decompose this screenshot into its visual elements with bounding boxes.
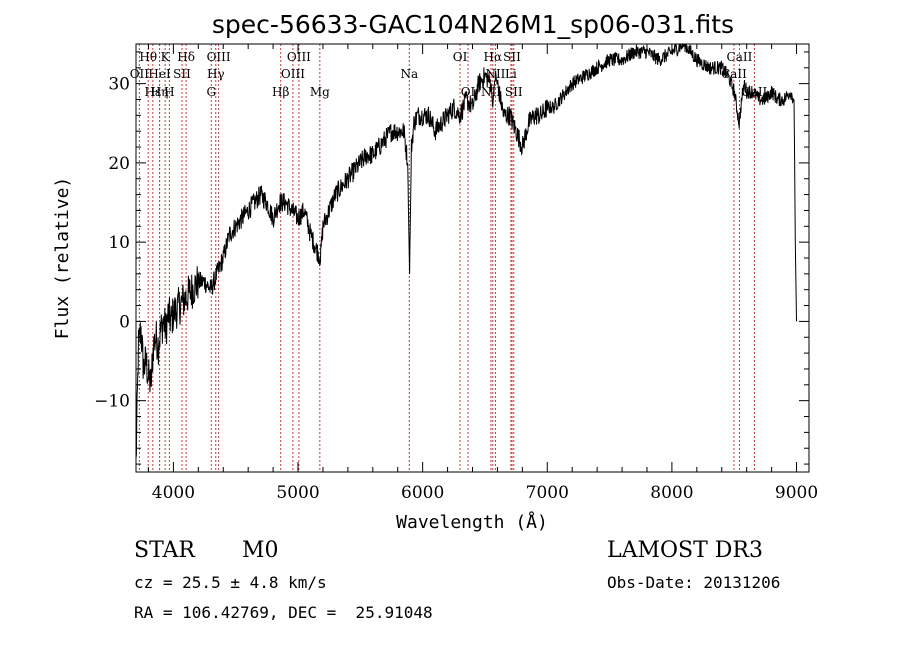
spectral-line-label: Hα bbox=[484, 50, 503, 64]
x-tick-label: 5000 bbox=[276, 483, 319, 503]
axis-ticks: 4000 5000 6000 7000 8000 9000 −10 0 10 20 30 bbox=[94, 44, 818, 503]
y-tick-label: 30 bbox=[108, 75, 130, 95]
spectral-line-label: HeI bbox=[148, 67, 171, 81]
x-tick-label: 4000 bbox=[152, 483, 195, 503]
observation-date: Obs-Date: 20131206 bbox=[607, 573, 781, 592]
y-tick-label: 20 bbox=[108, 154, 130, 174]
spectral-line-label: OI bbox=[461, 85, 476, 99]
spectral-line-label: G bbox=[206, 85, 216, 99]
spectral-line-label: Hδ bbox=[177, 50, 195, 64]
spectral-line-label: SII bbox=[173, 67, 191, 81]
chart-title: spec-56633-GAC104N26M1_sp06-031.fits bbox=[212, 10, 734, 39]
x-tick-label: 9000 bbox=[775, 483, 818, 503]
spectral-line-label: Hη bbox=[151, 85, 169, 99]
coordinates: RA = 106.42769, DEC = 25.91048 bbox=[134, 603, 433, 622]
spectral-line-label: SII bbox=[505, 85, 523, 99]
spectral-line-label: CaII bbox=[727, 50, 753, 64]
spectral-line-label: Na bbox=[400, 67, 418, 81]
object-class: STAR bbox=[134, 538, 195, 563]
spectral-line-label: Hβ bbox=[272, 85, 289, 99]
y-tick-label: 0 bbox=[119, 312, 130, 332]
spectral-line-label: H bbox=[164, 85, 174, 99]
spectral-line-label: Li bbox=[505, 67, 517, 81]
spectral-line-label: Hθ bbox=[139, 50, 157, 64]
spectral-line-label: CaII bbox=[721, 67, 747, 81]
spectral-line-label: Mg bbox=[310, 85, 330, 99]
y-tick-label: −10 bbox=[94, 392, 130, 412]
spectral-line-label: Hε bbox=[144, 85, 161, 99]
spectrum-series-line bbox=[135, 43, 797, 458]
spectral-line-label: Hγ bbox=[207, 67, 225, 81]
spectral-line-label: K bbox=[161, 50, 171, 64]
spectral-line-label: NII bbox=[481, 85, 501, 99]
y-tick-label: 10 bbox=[108, 233, 130, 253]
spectral-line-label: SII bbox=[503, 50, 521, 64]
x-tick-label: 8000 bbox=[650, 483, 693, 503]
spectrum-chart: spec-56633-GAC104N26M1_sp06-031.fits Hθ K… bbox=[52, 10, 818, 533]
survey-name: LAMOST DR3 bbox=[607, 538, 763, 563]
spectral-line-label: OII bbox=[130, 67, 150, 81]
spectral-line-label: OIII bbox=[281, 67, 305, 81]
y-axis-label: Flux (relative) bbox=[52, 177, 73, 340]
x-tick-label: 6000 bbox=[401, 483, 444, 503]
object-subclass: M0 bbox=[242, 538, 279, 563]
spectral-line-label: OIII bbox=[287, 50, 311, 64]
spectral-line-label: OIII bbox=[207, 50, 231, 64]
spectral-line-markers bbox=[138, 44, 755, 472]
x-tick-label: 7000 bbox=[526, 483, 569, 503]
spectral-line-label: OI bbox=[453, 50, 468, 64]
x-axis-label: Wavelength (Å) bbox=[396, 511, 548, 533]
redshift-info: cz = 25.5 ± 4.8 km/s bbox=[134, 573, 327, 592]
